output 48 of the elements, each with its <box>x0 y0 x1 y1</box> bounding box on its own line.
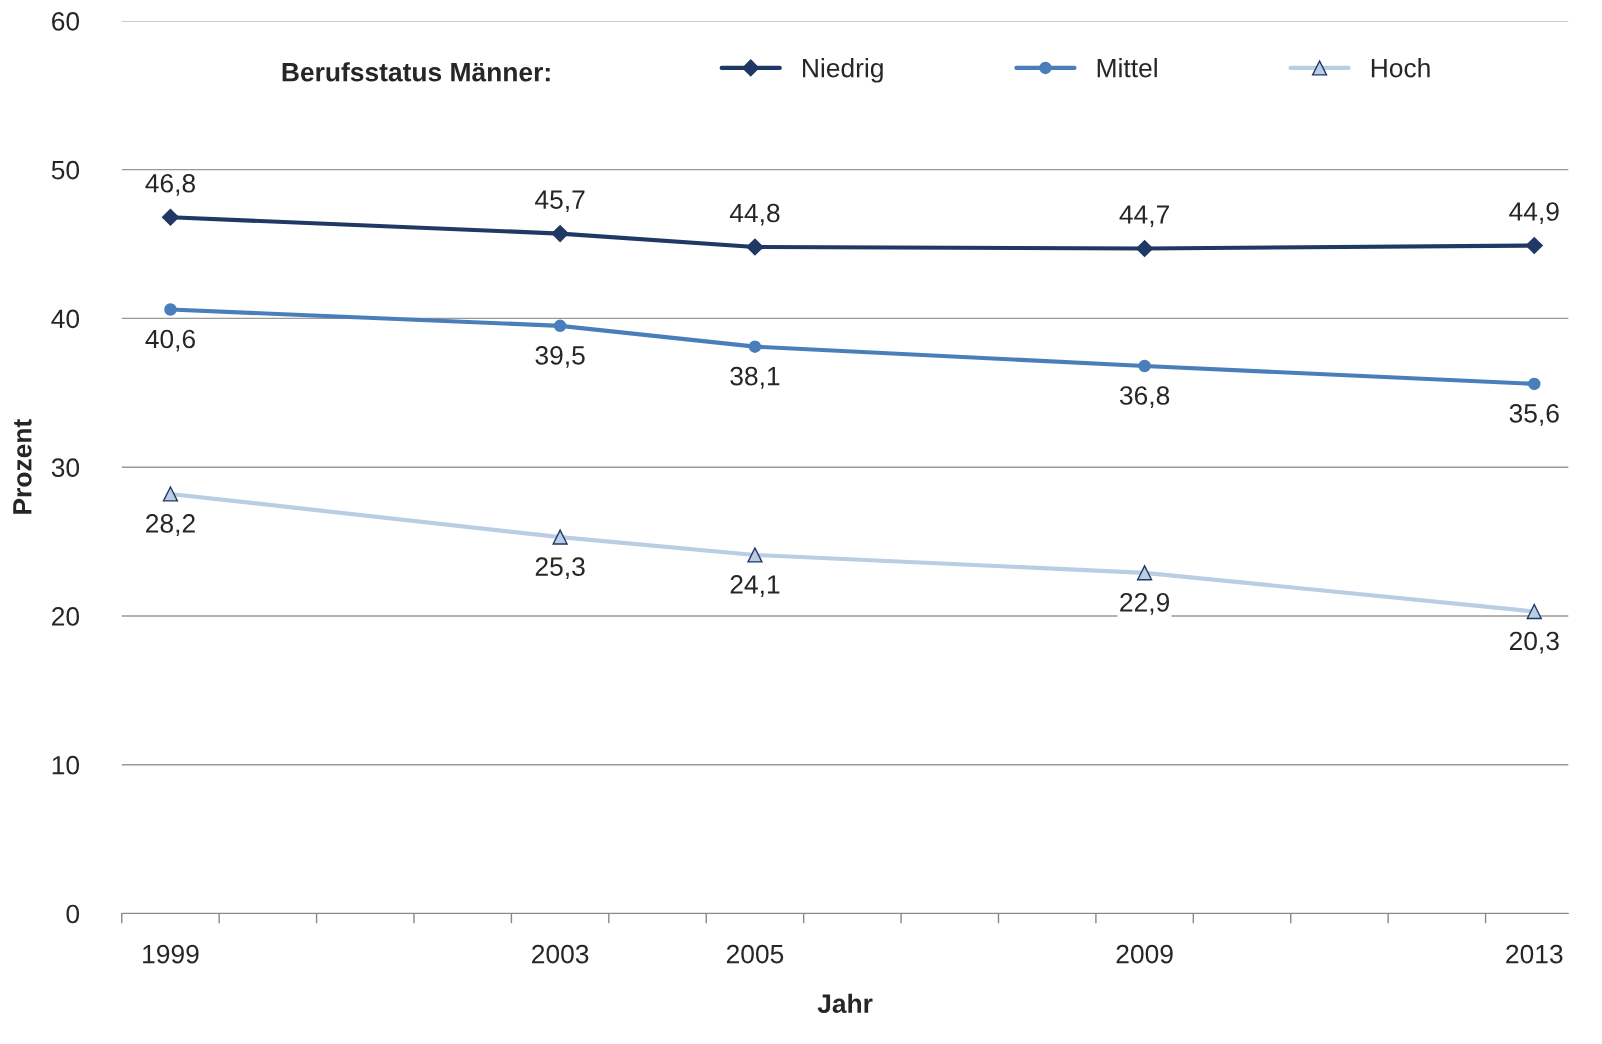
legend-label: Niedrig <box>803 58 883 83</box>
data-label: 24,1 <box>730 575 780 597</box>
y-tick-label: 0 <box>66 904 80 924</box>
x-axis-title: Jahr <box>817 993 873 1014</box>
y-tick-label: 10 <box>52 755 80 775</box>
point <box>1528 377 1541 391</box>
data-label: 45,7 <box>535 190 585 213</box>
point <box>161 208 180 226</box>
data-label: 28,2 <box>146 514 195 536</box>
point <box>1136 565 1153 581</box>
point <box>551 225 569 243</box>
point <box>746 238 764 256</box>
legend-label: Hoch <box>1371 58 1430 78</box>
data-label: 36,8 <box>1119 386 1170 408</box>
point <box>747 547 763 563</box>
data-label: 40,6 <box>145 329 195 352</box>
data-label: 25,3 <box>535 557 585 580</box>
y-tick-label: 40 <box>51 309 80 329</box>
x-tick-label: 2005 <box>726 944 784 964</box>
data-label: 39,5 <box>535 346 585 368</box>
point <box>1525 236 1543 255</box>
y-tick-label: 50 <box>51 160 80 180</box>
point <box>748 340 762 353</box>
x-tick-label: 2009 <box>1116 944 1173 964</box>
point <box>164 303 177 316</box>
data-label: 35,6 <box>1509 404 1559 426</box>
data-label: 44,7 <box>1119 205 1169 227</box>
data-label: 44,8 <box>729 203 780 226</box>
y-tick-label: 30 <box>51 458 80 478</box>
legend-title: Berufsstatus Männer: <box>282 62 550 82</box>
point <box>162 486 179 502</box>
data-label: 22,9 <box>1120 592 1170 615</box>
data-label: 46,8 <box>145 173 195 196</box>
legend-label: Mittel <box>1097 58 1157 78</box>
data-label: 44,9 <box>1509 202 1559 224</box>
x-tick-label: 2013 <box>1506 944 1563 964</box>
y-axis-title: Prozent <box>13 419 32 514</box>
x-tick-label: 2003 <box>532 944 589 964</box>
x-tick-label: 1999 <box>143 944 199 964</box>
point <box>1526 603 1542 620</box>
point <box>552 529 568 545</box>
data-label: 38,1 <box>730 366 780 389</box>
y-tick-label: 20 <box>52 607 80 626</box>
point <box>1138 359 1151 373</box>
point <box>1136 239 1154 258</box>
y-tick-label: 60 <box>52 12 80 31</box>
data-label: 20,3 <box>1509 631 1559 654</box>
point <box>553 319 567 333</box>
